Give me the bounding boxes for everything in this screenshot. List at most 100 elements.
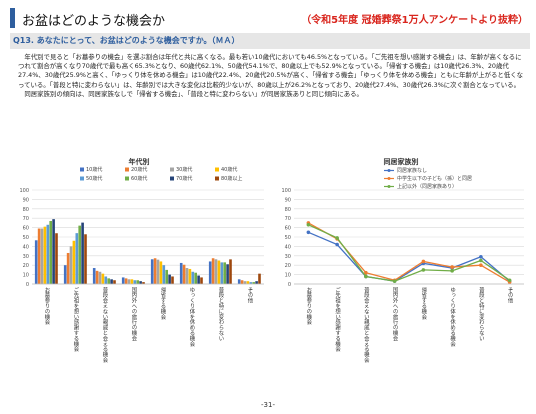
y-tick-label: 10 xyxy=(285,273,291,279)
legend-label: 70歳代 xyxy=(176,175,192,182)
bar xyxy=(179,262,183,284)
data-point xyxy=(421,268,426,272)
y-tick-label: 90 xyxy=(23,197,29,203)
bar xyxy=(223,262,226,284)
bar xyxy=(185,268,189,284)
bar xyxy=(188,268,192,284)
data-point xyxy=(306,222,311,227)
data-point xyxy=(507,278,512,283)
bar xyxy=(75,233,79,284)
bar-chart-svg: 年代別 0 10 20 30 40 50 60 70 80 90 100 お墓参りの機会 ご先祖を想い感謝… xyxy=(19,157,264,364)
legend-marker xyxy=(387,185,391,188)
legend-label: 80歳以上 xyxy=(221,175,242,182)
bar xyxy=(34,240,38,284)
bar xyxy=(156,259,160,284)
bar xyxy=(92,268,96,284)
x-tick-label: ご先祖を想い感謝する機会 xyxy=(73,286,80,353)
bar xyxy=(40,228,44,284)
y-tick-label: 40 xyxy=(285,244,291,250)
page-number: -31- xyxy=(261,401,275,409)
bar xyxy=(113,280,116,284)
bar xyxy=(66,252,70,284)
bar-chart-by-age: 年代別 0 10 20 30 40 50 60 70 80 90 100 お墓参りの機会 ご先祖を想い感謝… xyxy=(10,152,268,384)
body-text: 年代別で見ると「お墓参りの機会」を選ぶ割合は年代と共に高くなる。最も若い10歳代… xyxy=(18,53,524,99)
title-bar: お盆はどのような機会か （令和5年度 冠婚葬祭1万人アンケートより抜粋） xyxy=(10,6,530,32)
x-tick-label: その他 xyxy=(247,287,254,305)
y-tick-label: 60 xyxy=(285,226,291,232)
legend-label: 中学生以下の子ども（孫）と同居 xyxy=(397,175,472,182)
y-tick-label: 30 xyxy=(23,254,29,260)
bar xyxy=(197,275,200,284)
bar xyxy=(182,264,186,284)
series-line xyxy=(308,224,510,282)
bar xyxy=(226,264,229,284)
source-note: （令和5年度 冠婚葬祭1万人アンケートより抜粋） xyxy=(301,15,528,26)
bar xyxy=(208,261,212,284)
bar xyxy=(84,234,87,284)
y-tick-label: 90 xyxy=(285,197,291,203)
data-point xyxy=(479,254,483,259)
x-tick-label: 普段と特に変わらない xyxy=(218,286,225,342)
legend-swatch xyxy=(125,176,129,181)
bar xyxy=(211,258,215,284)
data-point xyxy=(364,274,368,279)
legend-swatch xyxy=(80,176,84,181)
bar xyxy=(37,228,41,284)
data-point xyxy=(450,269,454,273)
bar xyxy=(124,278,128,284)
chart-title: 年代別 xyxy=(129,157,150,166)
bar xyxy=(107,278,110,284)
x-tick-label: ゆっくり体を休める機会 xyxy=(189,287,196,348)
legend-marker xyxy=(387,177,391,180)
question-text: Q13. あなたにとって、お盆はどのような機会ですか。（ＭＡ） xyxy=(13,36,240,45)
y-tick-label: 20 xyxy=(23,263,29,269)
chart-title: 同居家族別 xyxy=(384,157,419,166)
legend-label: 10歳代 xyxy=(86,166,102,173)
legend-label: 60歳代 xyxy=(131,175,147,182)
legend-label: 50歳代 xyxy=(86,175,102,182)
bar xyxy=(72,240,76,284)
bar xyxy=(104,276,108,284)
bar xyxy=(98,271,102,284)
bar xyxy=(139,281,142,284)
bar xyxy=(252,282,255,284)
x-tick-label: お墓参りの機会 xyxy=(305,287,312,326)
y-tick-label: 40 xyxy=(23,244,29,250)
legend-label: 30歳代 xyxy=(176,166,192,173)
y-tick-label: 0 xyxy=(26,282,29,288)
data-point xyxy=(335,236,339,240)
bar xyxy=(49,221,52,284)
bar xyxy=(191,271,195,284)
bar xyxy=(55,233,58,284)
bar xyxy=(217,260,221,284)
bar xyxy=(249,282,253,284)
y-tick-label: 70 xyxy=(285,216,291,222)
series-line xyxy=(308,231,511,282)
bar xyxy=(52,219,55,284)
bar xyxy=(171,276,174,284)
x-tick-label: 普段と特に変わらない xyxy=(478,286,485,342)
bar xyxy=(81,222,84,284)
legend-swatch xyxy=(170,176,174,181)
title-accent-bar xyxy=(10,8,15,28)
data-point xyxy=(479,263,483,267)
line-chart-by-household: 同居家族別 0 10 20 30 40 50 60 70 80 90 100 お墓参りの機会 ご先祖を想い… xyxy=(272,152,530,384)
data-point xyxy=(335,242,339,247)
bar xyxy=(200,277,203,284)
x-tick-label: お墓参りの機会 xyxy=(44,287,51,326)
x-tick-label: 国内外への旅行の機会 xyxy=(131,287,138,343)
bar xyxy=(165,269,168,284)
data-point xyxy=(450,265,454,269)
y-tick-label: 100 xyxy=(281,188,291,194)
y-tick-label: 100 xyxy=(19,188,29,194)
bar xyxy=(153,258,157,284)
bar xyxy=(63,265,67,284)
legend-label: 40歳代 xyxy=(221,166,237,173)
bar xyxy=(69,246,73,284)
body-paragraph-age: 年代別で見ると「お墓参りの機会」を選ぶ割合は年代と共に高くなる。最も若い10歳代… xyxy=(18,53,523,89)
x-tick-label: 帰省する機会 xyxy=(160,286,167,321)
bar xyxy=(162,265,166,284)
data-point xyxy=(421,259,426,264)
bar xyxy=(168,274,171,284)
bar xyxy=(133,280,137,284)
